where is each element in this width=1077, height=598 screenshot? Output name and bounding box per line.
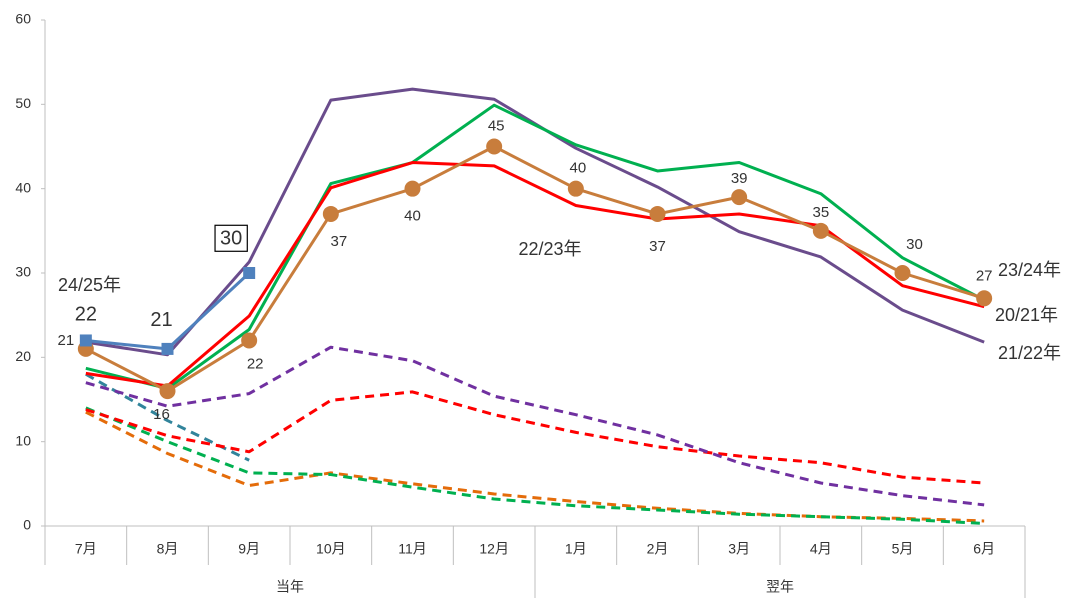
marker — [404, 180, 421, 197]
data-label: 39 — [731, 170, 748, 187]
marker — [731, 189, 748, 206]
x-tick-label: 3月 — [728, 541, 750, 557]
data-label: 37 — [649, 238, 666, 255]
marker — [79, 334, 92, 347]
data-label: 45 — [488, 117, 505, 134]
marker — [161, 342, 174, 355]
y-tick-label: 50 — [15, 95, 31, 111]
data-label: 37 — [330, 233, 347, 250]
y-tick-label: 0 — [23, 517, 31, 533]
dashed-line — [85, 406, 985, 525]
data-label: 40 — [404, 208, 421, 225]
dashed-line — [85, 390, 985, 485]
dashed-line — [85, 410, 985, 523]
x-tick-label: 10月 — [316, 541, 346, 557]
label-box — [214, 224, 248, 252]
line — [85, 161, 985, 388]
x-tick-label: 2月 — [647, 541, 669, 557]
data-label: 21 — [57, 332, 74, 349]
marker — [812, 222, 829, 239]
marker — [894, 265, 911, 281]
series-label: 21/22年 — [998, 343, 1061, 363]
series-label: 22/23年 — [518, 239, 581, 259]
y-tick-label: 30 — [15, 264, 31, 280]
series-label: 24/25年 — [58, 275, 121, 295]
data-label: 30 — [906, 236, 923, 253]
series-label: 20/21年 — [995, 305, 1058, 325]
y-tick-label: 40 — [15, 179, 31, 195]
data-label: 22 — [75, 304, 97, 326]
data-label: 30 — [220, 227, 242, 249]
data-label: 27 — [976, 267, 993, 284]
x-tick-label: 6月 — [973, 541, 995, 557]
marker — [243, 267, 256, 279]
x-tick-label: 1月 — [565, 541, 587, 557]
data-label: 40 — [569, 160, 586, 177]
y-tick-label: 10 — [15, 432, 31, 448]
x-tick-label: 7月 — [75, 541, 97, 557]
line — [85, 87, 985, 357]
data-label: 22 — [247, 355, 264, 372]
marker — [159, 383, 176, 400]
line — [85, 145, 985, 393]
marker — [486, 138, 503, 155]
x-tick-label: 12月 — [479, 541, 509, 557]
x-tick-label: 8月 — [157, 541, 179, 557]
marker — [649, 205, 666, 222]
y-tick-label: 60 — [15, 11, 31, 27]
series-label: 23/24年 — [998, 260, 1061, 280]
dashed-line — [85, 345, 985, 507]
data-label: 21 — [150, 309, 172, 331]
y-tick-label: 20 — [15, 348, 31, 364]
marker — [241, 332, 258, 349]
line — [85, 103, 985, 391]
marker — [322, 205, 339, 222]
marker — [976, 290, 993, 307]
data-label: 16 — [153, 406, 170, 423]
group-label: 当年 — [276, 579, 304, 595]
group-label: 翌年 — [766, 579, 794, 595]
data-label: 35 — [812, 204, 829, 221]
x-tick-label: 11月 — [398, 541, 427, 557]
x-tick-label: 9月 — [238, 541, 260, 557]
marker — [567, 180, 584, 197]
x-tick-label: 5月 — [892, 541, 914, 557]
x-tick-label: 4月 — [810, 541, 832, 557]
